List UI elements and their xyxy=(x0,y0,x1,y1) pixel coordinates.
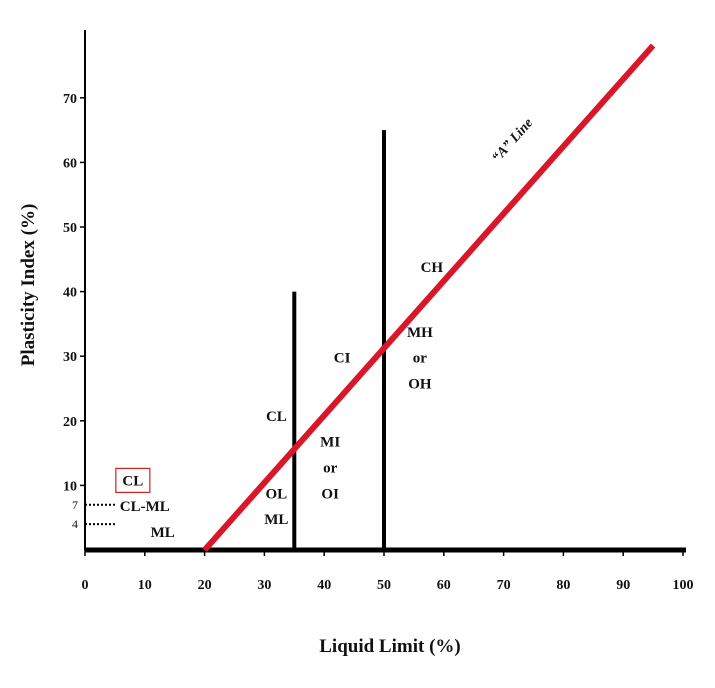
region-label: CI xyxy=(334,351,351,367)
y-tick-label: 10 xyxy=(63,479,77,494)
x-tick-label: 30 xyxy=(257,578,271,593)
x-tick-label: 90 xyxy=(616,578,630,593)
x-tick-label: 80 xyxy=(556,578,570,593)
a-line-label: “A” Line xyxy=(490,116,537,166)
region-label: MI xyxy=(320,435,340,451)
region-label: or xyxy=(323,460,338,476)
region-label: CL xyxy=(266,409,287,425)
x-tick-label: 70 xyxy=(497,578,511,593)
region-highlight-box xyxy=(115,467,151,493)
x-tick-label: 60 xyxy=(437,578,451,593)
region-label: CL-ML xyxy=(120,499,170,515)
y-tick-label: 20 xyxy=(63,415,77,430)
x-tick-label: 100 xyxy=(673,578,694,593)
region-label: CL xyxy=(122,473,143,489)
x-tick-label: 40 xyxy=(317,578,331,593)
region-label: CH xyxy=(421,260,444,276)
y-tick-label: 50 xyxy=(63,221,77,236)
a-line xyxy=(202,43,656,552)
x-axis-title: Liquid Limit (%) xyxy=(319,636,460,657)
region-label: ML xyxy=(151,525,175,541)
axes-group: 0 10 20 30 40 50 60 70 80 90 100 10 20 30 40 50 60 70 4 7 xyxy=(63,30,694,593)
y-tick-label: 70 xyxy=(63,92,77,107)
x-tick-label: 0 xyxy=(82,578,89,593)
y-tick-label: 40 xyxy=(63,286,77,301)
region-label: ML xyxy=(264,512,288,528)
region-label: MH xyxy=(407,325,433,341)
y-tick-label: 60 xyxy=(63,156,77,171)
region-label: OI xyxy=(321,486,339,502)
y-axis-title: Plasticity Index (%) xyxy=(18,204,39,367)
x-tick-label: 50 xyxy=(377,578,391,593)
y-special-tick-label: 7 xyxy=(72,498,78,512)
x-tick-label: 10 xyxy=(138,578,152,593)
region-label: OL xyxy=(266,486,288,502)
y-special-tick-label: 4 xyxy=(72,517,78,531)
region-label: or xyxy=(413,351,428,367)
x-tick-label: 20 xyxy=(198,578,212,593)
y-tick-label: 30 xyxy=(63,350,77,365)
region-label: OH xyxy=(408,377,432,393)
lines-group xyxy=(85,43,656,552)
labels-group: “A” Line CL CL-ML ML CL OL ML MI or OI CI MH or OH CH xyxy=(115,116,537,541)
